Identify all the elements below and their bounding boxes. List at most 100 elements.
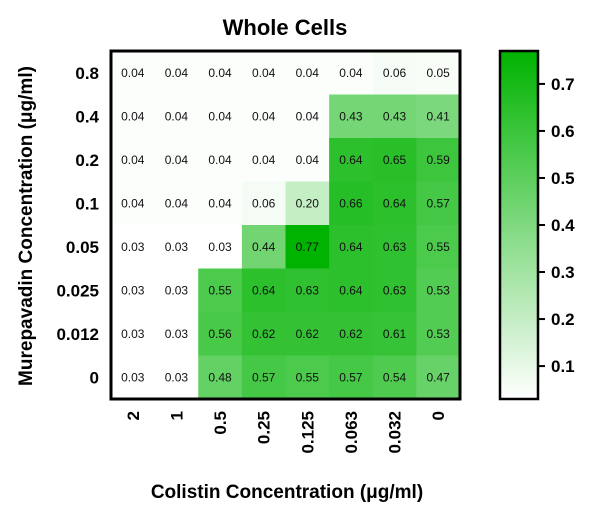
y-tick-label: 0.4 xyxy=(75,107,99,126)
heatmap-cell xyxy=(241,355,286,400)
heatmap-cell-label: 0.04 xyxy=(208,196,232,210)
heatmap-cell-label: 0.04 xyxy=(121,109,145,123)
heatmap-cell-label: 0.64 xyxy=(383,196,407,210)
colorbar-tick-label: 0.3 xyxy=(551,263,575,282)
heatmap-cell-label: 0.04 xyxy=(165,66,189,80)
heatmap-cell-label: 0.63 xyxy=(383,240,407,254)
heatmap-cell-label: 0.03 xyxy=(165,370,189,384)
y-tick-label: 0.1 xyxy=(75,194,99,213)
heatmap-cell xyxy=(154,51,199,95)
heatmap-cell xyxy=(285,181,330,226)
heatmap-cell xyxy=(285,312,330,356)
heatmap-cell xyxy=(329,94,374,139)
heatmap-cell-label: 0.62 xyxy=(252,327,276,341)
heatmap-cell-label: 0.44 xyxy=(252,240,276,254)
y-tick-label: 0.012 xyxy=(56,325,99,344)
heatmap-cell-label: 0.55 xyxy=(208,283,232,297)
plot-frame xyxy=(109,49,462,401)
heatmap-cell-label: 0.54 xyxy=(383,370,407,384)
heatmap-cell xyxy=(416,268,461,313)
y-tick-label: 0.025 xyxy=(56,281,99,300)
heatmap-cell xyxy=(416,225,461,269)
heatmap-cell xyxy=(241,312,286,356)
heatmap-cell xyxy=(285,94,330,139)
heatmap-cell xyxy=(198,225,243,269)
heatmap-cell xyxy=(241,138,286,182)
heatmap-cell-label: 0.04 xyxy=(296,66,320,80)
heatmap-cell-label: 0.62 xyxy=(339,327,363,341)
x-tick-label: 2 xyxy=(124,411,143,420)
heatmap-cell-label: 0.04 xyxy=(208,109,232,123)
heatmap-cell xyxy=(416,94,461,139)
x-tick-label: 0.25 xyxy=(255,411,274,444)
heatmap-cell xyxy=(241,225,286,269)
heatmap-cell xyxy=(329,268,374,313)
heatmap-cells xyxy=(111,51,461,400)
heatmap-cell xyxy=(241,51,286,95)
heatmap-cell xyxy=(198,51,243,95)
heatmap-cell-label: 0.04 xyxy=(296,153,320,167)
heatmap-cell-label: 0.61 xyxy=(383,327,407,341)
heatmap-cell xyxy=(154,94,199,139)
heatmap-cell-label: 0.53 xyxy=(427,327,451,341)
heatmap-cell xyxy=(198,94,243,139)
heatmap-cell-label: 0.03 xyxy=(121,327,145,341)
heatmap-cell-label: 0.55 xyxy=(427,240,451,254)
colorbar-tick-label: 0.7 xyxy=(551,75,575,94)
colorbar-tick-label: 0.4 xyxy=(551,216,575,235)
heatmap-cell-label: 0.55 xyxy=(296,370,320,384)
heatmap-cell-label: 0.03 xyxy=(165,240,189,254)
heatmap-cell xyxy=(416,312,461,356)
heatmap-cell xyxy=(198,181,243,226)
y-axis-title: Murepavadin Concentration (μg/ml) xyxy=(16,66,37,386)
heatmap-cell xyxy=(198,355,243,400)
heatmap-cell xyxy=(154,225,199,269)
heatmap-cell-label: 0.48 xyxy=(208,370,232,384)
heatmap-cell-label: 0.43 xyxy=(339,109,363,123)
heatmap-cell-label: 0.03 xyxy=(121,240,145,254)
heatmap-cell xyxy=(329,181,374,226)
heatmap-cell-label: 0.03 xyxy=(121,283,145,297)
x-tick-label: 0 xyxy=(429,411,448,420)
heatmap-cell-label: 0.04 xyxy=(165,153,189,167)
heatmap-cell xyxy=(285,138,330,182)
colorbar-tick-label: 0.1 xyxy=(551,357,575,376)
heatmap-value-labels: 0.04 0.04 0.04 0.04 0.04 0.04 0.06 0.05 0.04 0.04… xyxy=(121,66,450,385)
colorbar-tick-label: 0.5 xyxy=(551,169,575,188)
heatmap-cell xyxy=(154,312,199,356)
heatmap-cell-label: 0.05 xyxy=(427,66,451,80)
heatmap-cell-label: 0.57 xyxy=(252,370,276,384)
heatmap-cell-label: 0.06 xyxy=(383,66,407,80)
heatmap-cell xyxy=(329,312,374,356)
heatmap-cell-label: 0.04 xyxy=(121,196,145,210)
heatmap-cell xyxy=(154,138,199,182)
heatmap-cell xyxy=(154,181,199,226)
heatmap-cell-label: 0.04 xyxy=(165,109,189,123)
heatmap-cell xyxy=(285,225,330,269)
heatmap-cell xyxy=(372,94,417,139)
heatmap-cell-label: 0.62 xyxy=(296,327,320,341)
heatmap-cell-label: 0.66 xyxy=(339,196,363,210)
heatmap-cell xyxy=(416,138,461,182)
heatmap-cell xyxy=(154,268,199,313)
heatmap-cell xyxy=(372,312,417,356)
heatmap-cell xyxy=(416,355,461,400)
heatmap-cell xyxy=(111,268,156,313)
y-tick-labels: 0.8 0.4 0.2 0.1 0.05 0.025 0.012 0 xyxy=(56,64,99,388)
y-tick-label: 0.8 xyxy=(75,64,99,83)
heatmap-cell-label: 0.04 xyxy=(339,66,363,80)
heatmap-cell-label: 0.57 xyxy=(339,370,363,384)
heatmap-cell-label: 0.04 xyxy=(121,66,145,80)
y-tick-label: 0 xyxy=(90,368,99,387)
heatmap-cell-label: 0.04 xyxy=(252,109,276,123)
heatmap-cell-label: 0.03 xyxy=(208,240,232,254)
heatmap-cell xyxy=(111,312,156,356)
heatmap-cell xyxy=(111,355,156,400)
heatmap-cell-label: 0.47 xyxy=(427,370,451,384)
heatmap-cell xyxy=(372,225,417,269)
heatmap-cell-label: 0.43 xyxy=(383,109,407,123)
heatmap-cell xyxy=(154,355,199,400)
x-tick-label: 1 xyxy=(167,411,186,420)
heatmap-cell xyxy=(241,94,286,139)
heatmap-cell-label: 0.04 xyxy=(121,153,145,167)
